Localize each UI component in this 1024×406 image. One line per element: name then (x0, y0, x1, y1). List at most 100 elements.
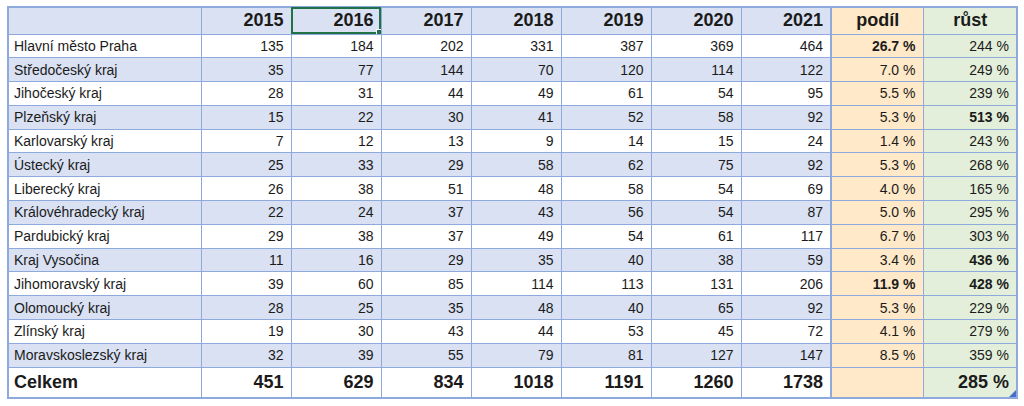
year-value-cell[interactable]: 61 (561, 82, 651, 106)
region-name-cell[interactable]: Hlavní město Praha (8, 34, 201, 58)
corner-cell[interactable] (8, 7, 201, 34)
rust-cell[interactable]: 513 % (923, 105, 1017, 129)
year-value-cell[interactable]: 79 (471, 343, 561, 367)
year-value-cell[interactable]: 95 (741, 82, 831, 106)
region-name-cell[interactable]: Středočeský kraj (8, 58, 201, 82)
year-value-cell[interactable]: 122 (741, 58, 831, 82)
fill-handle[interactable] (376, 29, 382, 35)
year-value-cell[interactable]: 38 (291, 177, 381, 201)
year-value-cell[interactable]: 184 (291, 34, 381, 58)
year-value-cell[interactable]: 26 (201, 177, 291, 201)
year-value-cell[interactable]: 369 (651, 34, 741, 58)
year-value-cell[interactable]: 65 (651, 296, 741, 320)
year-value-cell[interactable]: 32 (201, 343, 291, 367)
rust-cell[interactable]: 359 % (923, 343, 1017, 367)
column-header-2019[interactable]: 2019 (561, 7, 651, 34)
year-value-cell[interactable]: 87 (741, 201, 831, 225)
podil-cell[interactable]: 11.9 % (831, 272, 923, 296)
year-value-cell[interactable]: 24 (291, 201, 381, 225)
year-value-cell[interactable]: 70 (471, 58, 561, 82)
year-value-cell[interactable]: 35 (471, 248, 561, 272)
year-value-cell[interactable]: 41 (471, 105, 561, 129)
year-value-cell[interactable]: 37 (381, 224, 471, 248)
column-header-2021[interactable]: 2021 (741, 7, 831, 34)
year-value-cell[interactable]: 11 (201, 248, 291, 272)
year-value-cell[interactable]: 37 (381, 201, 471, 225)
region-name-cell[interactable]: Liberecký kraj (8, 177, 201, 201)
year-value-cell[interactable]: 39 (201, 272, 291, 296)
year-value-cell[interactable]: 30 (291, 320, 381, 344)
year-value-cell[interactable]: 113 (561, 272, 651, 296)
region-name-cell[interactable]: Jihočeský kraj (8, 82, 201, 106)
year-value-cell[interactable]: 117 (741, 224, 831, 248)
total-value-cell[interactable]: 1018 (471, 367, 561, 398)
year-value-cell[interactable]: 24 (741, 129, 831, 153)
year-value-cell[interactable]: 40 (561, 296, 651, 320)
year-value-cell[interactable]: 14 (561, 129, 651, 153)
year-value-cell[interactable]: 53 (561, 320, 651, 344)
year-value-cell[interactable]: 127 (651, 343, 741, 367)
year-value-cell[interactable]: 331 (471, 34, 561, 58)
year-value-cell[interactable]: 144 (381, 58, 471, 82)
year-value-cell[interactable]: 35 (201, 58, 291, 82)
total-label-cell[interactable]: Celkem (8, 367, 201, 398)
podil-cell[interactable]: 4.1 % (831, 320, 923, 344)
year-value-cell[interactable]: 54 (651, 201, 741, 225)
year-value-cell[interactable]: 39 (291, 343, 381, 367)
year-value-cell[interactable]: 69 (741, 177, 831, 201)
year-value-cell[interactable]: 29 (381, 248, 471, 272)
year-value-cell[interactable]: 30 (381, 105, 471, 129)
year-value-cell[interactable]: 135 (201, 34, 291, 58)
year-value-cell[interactable]: 75 (651, 153, 741, 177)
total-value-cell[interactable]: 1191 (561, 367, 651, 398)
year-value-cell[interactable]: 49 (471, 224, 561, 248)
rust-cell[interactable]: 229 % (923, 296, 1017, 320)
region-name-cell[interactable]: Plzeňský kraj (8, 105, 201, 129)
year-value-cell[interactable]: 25 (291, 296, 381, 320)
year-value-cell[interactable]: 48 (471, 296, 561, 320)
year-value-cell[interactable]: 77 (291, 58, 381, 82)
region-name-cell[interactable]: Karlovarský kraj (8, 129, 201, 153)
rust-cell[interactable]: 428 % (923, 272, 1017, 296)
rust-cell[interactable]: 295 % (923, 201, 1017, 225)
year-value-cell[interactable]: 92 (741, 105, 831, 129)
year-value-cell[interactable]: 44 (471, 320, 561, 344)
year-value-cell[interactable]: 62 (561, 153, 651, 177)
year-value-cell[interactable]: 92 (741, 153, 831, 177)
column-header-2016-active-cell[interactable]: 2016 (291, 7, 381, 34)
podil-cell[interactable]: 6.7 % (831, 224, 923, 248)
region-name-cell[interactable]: Královéhradecký kraj (8, 201, 201, 225)
region-name-cell[interactable]: Ústecký kraj (8, 153, 201, 177)
rust-cell[interactable]: 239 % (923, 82, 1017, 106)
year-value-cell[interactable]: 19 (201, 320, 291, 344)
year-value-cell[interactable]: 28 (201, 82, 291, 106)
year-value-cell[interactable]: 38 (291, 224, 381, 248)
region-name-cell[interactable]: Jihomoravský kraj (8, 272, 201, 296)
year-value-cell[interactable]: 72 (741, 320, 831, 344)
total-value-cell[interactable]: 834 (381, 367, 471, 398)
column-header-2020[interactable]: 2020 (651, 7, 741, 34)
region-name-cell[interactable]: Zlínský kraj (8, 320, 201, 344)
rust-cell[interactable]: 249 % (923, 58, 1017, 82)
year-value-cell[interactable]: 54 (651, 177, 741, 201)
region-name-cell[interactable]: Moravskoslezský kraj (8, 343, 201, 367)
rust-cell[interactable]: 268 % (923, 153, 1017, 177)
column-header-podil[interactable]: podíl (831, 7, 923, 34)
year-value-cell[interactable]: 58 (561, 177, 651, 201)
year-value-cell[interactable]: 464 (741, 34, 831, 58)
total-podil-cell[interactable] (831, 367, 923, 398)
year-value-cell[interactable]: 61 (651, 224, 741, 248)
year-value-cell[interactable]: 52 (561, 105, 651, 129)
rust-cell[interactable]: 303 % (923, 224, 1017, 248)
podil-cell[interactable]: 1.4 % (831, 129, 923, 153)
year-value-cell[interactable]: 147 (741, 343, 831, 367)
year-value-cell[interactable]: 35 (381, 296, 471, 320)
podil-cell[interactable]: 5.3 % (831, 105, 923, 129)
year-value-cell[interactable]: 55 (381, 343, 471, 367)
year-value-cell[interactable]: 114 (651, 58, 741, 82)
year-value-cell[interactable]: 114 (471, 272, 561, 296)
rust-cell[interactable]: 279 % (923, 320, 1017, 344)
year-value-cell[interactable]: 387 (561, 34, 651, 58)
year-value-cell[interactable]: 45 (651, 320, 741, 344)
region-name-cell[interactable]: Pardubický kraj (8, 224, 201, 248)
